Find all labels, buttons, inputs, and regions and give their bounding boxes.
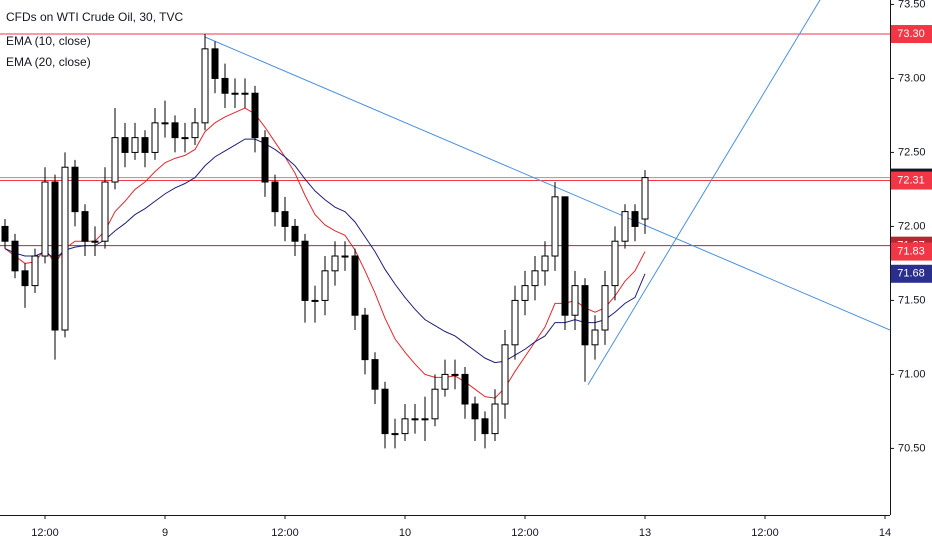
candle-body	[121, 137, 129, 153]
candle-body	[111, 137, 119, 183]
trendline	[204, 36, 891, 331]
x-tick-label: 13	[639, 527, 651, 539]
candle-body	[601, 285, 609, 331]
candle-body	[281, 211, 289, 227]
candle-body	[391, 433, 399, 436]
candle-body	[441, 373, 449, 390]
candle-body	[471, 403, 479, 420]
candle-body	[61, 166, 69, 331]
candle-body	[31, 255, 39, 287]
candle-body	[571, 285, 579, 316]
candle-body	[361, 314, 369, 361]
x-tick-label: 12:00	[31, 527, 59, 539]
x-tick-label: 9	[162, 527, 168, 539]
candle-body	[421, 418, 429, 421]
candle-body	[461, 373, 469, 405]
candle-body	[541, 255, 549, 272]
candle-body	[41, 181, 49, 257]
x-tick-label: 12:00	[751, 527, 779, 539]
candle-body	[151, 122, 159, 153]
candle-body	[191, 122, 199, 139]
y-tick-label: 73.00	[898, 72, 926, 84]
ema-line	[4, 107, 646, 399]
candle-body	[501, 344, 509, 405]
candle-body	[101, 181, 109, 242]
candle-body	[301, 240, 309, 301]
legend-entry: EMA (20, close)	[6, 55, 91, 69]
candle-body	[171, 122, 179, 139]
candle-body	[261, 137, 269, 183]
x-tick-label: 12:00	[271, 527, 299, 539]
ema-line	[4, 138, 646, 364]
candle-body	[181, 137, 189, 140]
candle-body	[511, 299, 519, 346]
x-tick-label: 14	[879, 527, 891, 539]
candle-body	[561, 196, 569, 316]
candle-body	[621, 211, 629, 242]
candle-body	[1, 225, 9, 242]
legend-entry: EMA (10, close)	[6, 34, 91, 48]
candle-body	[131, 137, 139, 153]
candle-body	[431, 388, 439, 420]
candle-body	[531, 270, 539, 287]
candle-body	[451, 373, 459, 376]
chart-title: CFDs on WTI Crude Oil, 30, TVC	[6, 10, 183, 24]
candle-body	[51, 181, 59, 331]
candle-body	[11, 240, 19, 272]
candle-body	[21, 270, 29, 287]
candle-body	[311, 299, 319, 302]
candle-body	[321, 270, 329, 301]
price-marker	[891, 264, 932, 283]
y-tick-label: 73.50	[898, 0, 926, 10]
overlay: CFDs on WTI Crude Oil, 30, TVC 70.50 71.0…	[6, 0, 932, 539]
candle-body	[481, 418, 489, 435]
candle-body	[71, 166, 79, 213]
candle-body	[551, 196, 559, 257]
y-tick-label: 71.00	[898, 368, 926, 380]
candle-body	[331, 255, 339, 272]
plot-area	[0, 0, 891, 449]
y-tick-label: 71.50	[898, 294, 926, 306]
price-marker-label: 71.68	[897, 268, 925, 280]
price-marker-label: 73.30	[897, 28, 925, 40]
candle-body	[231, 92, 239, 95]
price-marker-label: 72.31	[897, 174, 925, 186]
y-tick-label: 72.50	[898, 146, 926, 158]
candle-body	[381, 388, 389, 435]
candle-body	[591, 329, 599, 346]
price-marker	[891, 242, 932, 261]
price-marker	[891, 25, 932, 44]
candle-body	[221, 77, 229, 94]
candle-body	[91, 240, 99, 243]
candle-body	[341, 255, 349, 258]
candle-body	[251, 92, 259, 139]
candle-body	[241, 92, 249, 95]
candle-body	[401, 418, 409, 435]
candle-body	[201, 48, 209, 124]
y-tick-label: 70.50	[898, 442, 926, 454]
candle-body	[351, 255, 359, 316]
price-marker-label: 71.83	[897, 245, 925, 257]
trendline	[587, 0, 821, 386]
candle-body	[371, 359, 379, 390]
candle-body	[521, 285, 529, 301]
price-marker	[891, 171, 932, 190]
candle-body	[81, 211, 89, 242]
candle-body	[611, 240, 619, 287]
candle-body	[581, 285, 589, 346]
candle-body	[411, 418, 419, 421]
x-tick-label: 12:00	[511, 527, 539, 539]
y-tick-label: 72.00	[898, 220, 926, 232]
candle-body	[141, 137, 149, 153]
candle-body	[491, 403, 499, 435]
candle-body	[271, 181, 279, 213]
candle-body	[641, 177, 649, 220]
x-tick-label: 10	[399, 527, 411, 539]
candle-body	[211, 48, 219, 79]
candle-body	[291, 225, 299, 242]
candle-body	[631, 211, 639, 227]
candle-body	[161, 122, 169, 125]
